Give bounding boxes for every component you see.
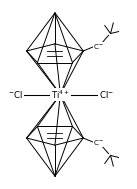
Text: Ti$^{4+}$: Ti$^{4+}$	[51, 88, 70, 101]
Text: C$^{-}$: C$^{-}$	[93, 42, 104, 51]
Text: $^{-}$Cl: $^{-}$Cl	[8, 89, 23, 100]
Text: C$^{-}$: C$^{-}$	[93, 138, 104, 147]
Text: Cl$^{-}$: Cl$^{-}$	[99, 89, 114, 100]
